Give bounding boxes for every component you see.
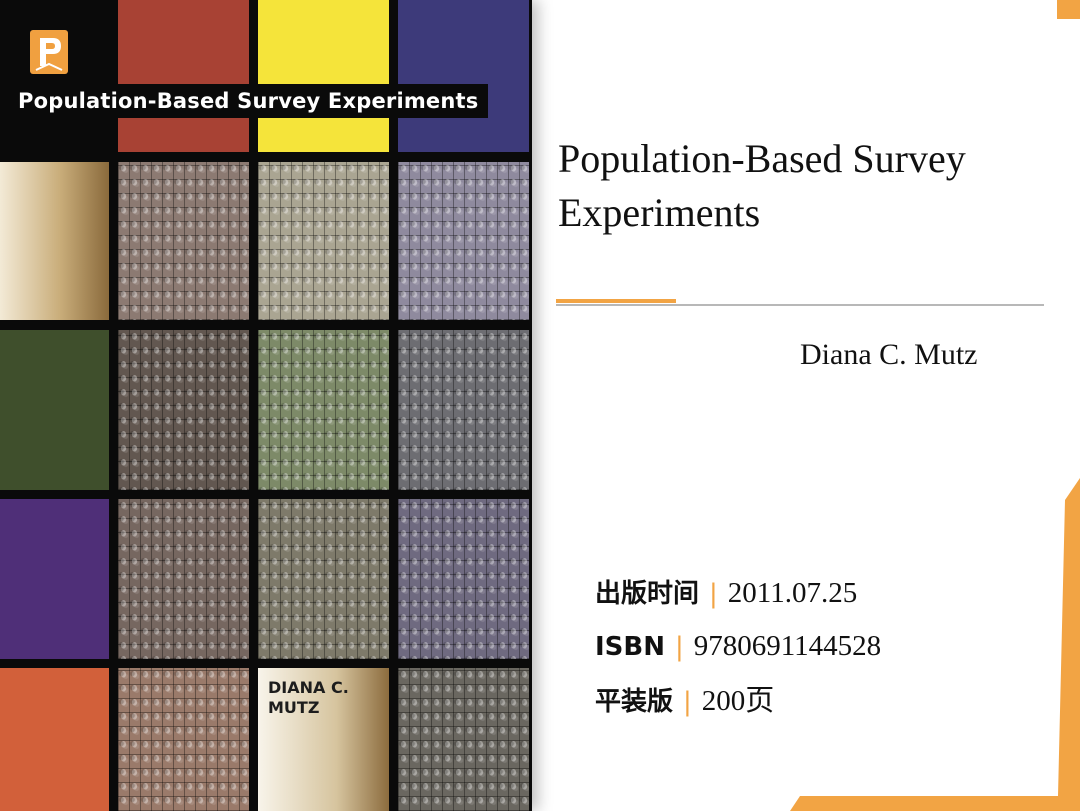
cover-tile-faces [398, 499, 529, 659]
detail-row-isbn: ISBN | 9780691144528 [595, 628, 1015, 664]
detail-row-pages: 平装版 | 200页 [595, 683, 1015, 719]
princeton-logo-icon [30, 30, 68, 74]
detail-label: 出版时间 [595, 579, 700, 609]
book-title: Population-Based Survey Experiments [558, 136, 966, 235]
cover-tile-black [0, 0, 109, 152]
cover-tile-faces [118, 330, 249, 490]
cover-tile-red [118, 0, 249, 152]
cover-tile-orange [0, 668, 109, 811]
detail-label: ISBN [595, 632, 665, 662]
divider-line [556, 304, 1044, 306]
cover-tile-gold-gradient [0, 162, 109, 320]
cover-tile-olive [0, 330, 109, 490]
cover-tile-faces [118, 668, 249, 811]
book-cover: Population-Based Survey Experiments DIAN… [0, 0, 532, 811]
cover-tile-faces [398, 162, 529, 320]
book-author: Diana C. Mutz [800, 338, 978, 371]
cover-author: DIANA C. MUTZ [268, 678, 349, 717]
cover-tile-author-panel [258, 668, 389, 811]
detail-value: 200页 [701, 685, 775, 717]
divider-accent [556, 299, 676, 303]
cover-tile-faces [258, 499, 389, 659]
separator: | [709, 579, 718, 609]
cover-tile-faces [118, 499, 249, 659]
detail-value: 9780691144528 [693, 630, 882, 662]
detail-row-publish-date: 出版时间 | 2011.07.25 [595, 575, 1015, 611]
cover-tile-faces [258, 162, 389, 320]
detail-label: 平装版 [595, 687, 674, 717]
cover-tile-navy [398, 0, 529, 152]
cover-tile-purple [0, 499, 109, 659]
cover-tile-faces [118, 162, 249, 320]
separator: | [683, 687, 692, 717]
detail-value: 2011.07.25 [727, 577, 858, 609]
cover-tile-yellow [258, 0, 389, 152]
corner-accent-top [1057, 0, 1080, 19]
cover-tile-faces [398, 330, 529, 490]
separator: | [674, 632, 684, 662]
cover-tile-faces [258, 330, 389, 490]
cover-title: Population-Based Survey Experiments [8, 84, 489, 118]
cover-tile-faces [398, 668, 529, 811]
